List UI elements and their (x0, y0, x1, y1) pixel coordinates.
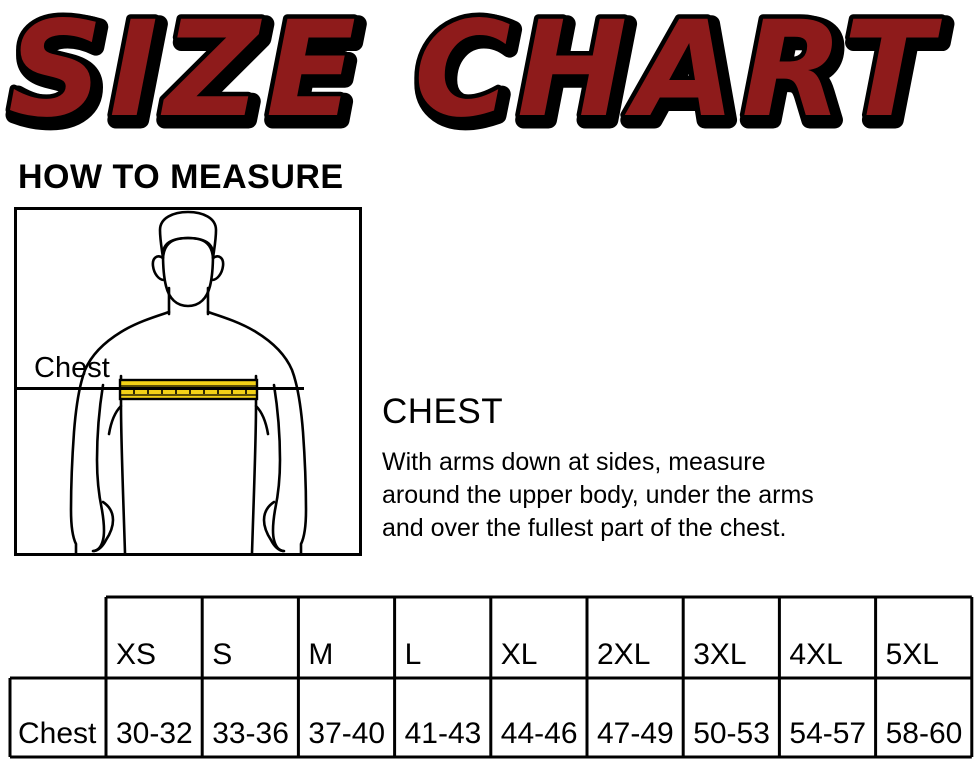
table-cell: 37-40 (308, 717, 385, 750)
table-row-label: Chest (18, 717, 97, 750)
table-cell: 44-46 (501, 717, 578, 750)
arm-left-inner (91, 383, 106, 553)
table-header-cell: L (405, 638, 422, 671)
page-title: SIZE CHART SIZE CHART (0, 0, 978, 148)
neck (167, 286, 210, 316)
table-header-cell: 4XL (789, 638, 842, 671)
table-cell: 41-43 (405, 717, 482, 750)
title-fill: SIZE CHART (8, 0, 942, 147)
armpit-right (254, 404, 270, 436)
table-header-cell: XS (116, 638, 156, 671)
table-header-cell: M (308, 638, 333, 671)
description-line: and over the fullest part of the chest. (382, 514, 787, 542)
torso-right-side (250, 374, 258, 553)
table-cell: 33-36 (212, 717, 289, 750)
hand-left (92, 500, 115, 553)
chest-description-block: CHEST With arms down at sides, measure a… (382, 392, 967, 545)
how-to-measure-heading: HOW TO MEASURE (18, 158, 344, 196)
size-table: XS S M L XL 2XL 3XL 4XL 5XL Chest 30-32 33-36 37-40 4… (0, 590, 978, 760)
table-cell: 47-49 (597, 717, 674, 750)
table-cell: 58-60 (886, 717, 963, 750)
size-table-grid: XS S M L XL 2XL 3XL 4XL 5XL Chest 30-32 33-36 37-40 4… (8, 595, 974, 759)
hair-icon (158, 210, 218, 260)
body-outline-right (206, 310, 308, 553)
ear-right (210, 255, 225, 282)
table-cell: 30-32 (116, 717, 193, 750)
table-header-cell: 2XL (597, 638, 650, 671)
table-cell: 54-57 (789, 717, 866, 750)
description-line: around the upper body, under the arms (382, 481, 814, 509)
description-line: With arms down at sides, measure (382, 448, 766, 476)
title-shadow: SIZE CHART (12, 0, 946, 148)
chest-description-text: With arms down at sides, measure around … (382, 446, 967, 545)
arm-right-inner (271, 383, 286, 553)
table-header-cell: S (212, 638, 232, 671)
table-header-cell: XL (501, 638, 538, 671)
table-header-cell: 3XL (693, 638, 746, 671)
table-header-cell: 5XL (886, 638, 939, 671)
body-outline-left (69, 310, 171, 553)
male-torso-figure (69, 210, 308, 553)
measurement-illustration-box (14, 207, 362, 556)
ear-left (151, 255, 166, 282)
armpit-left (107, 404, 123, 436)
face-outline (161, 236, 215, 308)
table-cell: 50-53 (693, 717, 770, 750)
chest-heading: CHEST (382, 392, 504, 431)
torso-left-side (119, 374, 127, 553)
measuring-tape-icon (118, 378, 259, 401)
size-chart-title-art: SIZE CHART SIZE CHART (4, 0, 949, 148)
hand-right (262, 500, 285, 553)
